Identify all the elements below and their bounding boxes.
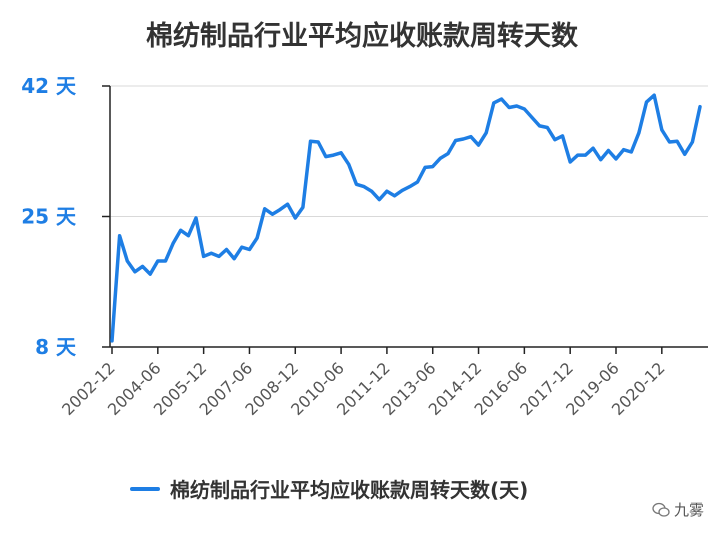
data-point: [194, 216, 198, 220]
data-point: [522, 107, 526, 111]
data-point: [599, 158, 603, 162]
data-point: [652, 93, 656, 97]
data-point: [568, 160, 572, 164]
data-point: [225, 248, 228, 251]
data-point: [660, 128, 664, 132]
data-point: [186, 234, 190, 238]
data-point: [377, 198, 381, 202]
data-point: [118, 234, 122, 238]
data-point: [385, 189, 389, 193]
data-point: [446, 152, 450, 156]
data-point: [339, 151, 343, 155]
data-point: [316, 140, 320, 144]
data-point: [164, 259, 167, 263]
data-point: [324, 155, 328, 159]
data-point: [507, 106, 511, 109]
data-point: [683, 152, 687, 156]
data-point: [270, 212, 274, 216]
data-point: [606, 149, 610, 152]
data-point: [698, 105, 702, 109]
data-point: [400, 188, 404, 192]
data-point: [416, 180, 419, 184]
data-point: [309, 139, 312, 143]
data-point: [515, 104, 519, 108]
data-point: [362, 185, 366, 189]
data-point: [301, 205, 305, 209]
series-line: [110, 93, 702, 343]
legend-swatch: [130, 486, 160, 491]
data-point: [469, 135, 473, 139]
data-point: [179, 228, 183, 232]
data-point: [248, 248, 251, 251]
data-point: [584, 153, 587, 157]
data-point: [454, 139, 458, 142]
data-point: [614, 157, 618, 161]
data-point: [461, 137, 465, 141]
data-point: [125, 259, 129, 263]
data-point: [148, 272, 152, 276]
wechat-icon: [652, 502, 670, 517]
data-point: [209, 251, 213, 255]
data-point: [293, 216, 297, 220]
data-point: [347, 162, 351, 166]
data-point: [484, 131, 488, 135]
data-point: [561, 134, 564, 138]
data-point: [500, 97, 503, 101]
data-point: [354, 182, 358, 186]
data-point: [171, 241, 175, 245]
data-point: [576, 153, 580, 157]
data-point: [637, 131, 641, 135]
data-point: [133, 270, 137, 274]
data-point: [263, 207, 267, 211]
watermark-text: 九雾: [673, 501, 704, 519]
data-point: [408, 185, 412, 189]
data-point: [477, 143, 480, 147]
data-point: [553, 138, 557, 142]
data-point: [156, 259, 160, 263]
data-point: [217, 254, 221, 258]
data-point: [530, 116, 534, 119]
data-point: [438, 156, 442, 160]
data-point: [629, 150, 633, 154]
data-point: [110, 339, 114, 343]
data-point: [675, 139, 679, 143]
data-point: [431, 165, 435, 169]
data-point: [370, 189, 374, 193]
data-point: [492, 101, 496, 105]
data-point: [240, 245, 244, 249]
data-point: [668, 140, 671, 144]
data-point: [286, 202, 290, 206]
data-point: [690, 140, 694, 144]
data-point: [332, 153, 335, 157]
data-point: [393, 194, 396, 198]
data-point: [591, 146, 595, 150]
y-tick-label: 42 天: [21, 74, 77, 98]
legend-label: 棉纺制品行业平均应收账款周转天数(天): [170, 478, 529, 502]
data-point: [538, 124, 542, 128]
y-tick-label: 25 天: [21, 205, 77, 229]
legend: 棉纺制品行业平均应收账款周转天数(天): [130, 474, 528, 503]
data-point: [645, 100, 648, 104]
data-point: [202, 254, 206, 258]
y-tick-label: 8 天: [35, 335, 77, 359]
data-point: [232, 257, 236, 261]
data-point: [278, 208, 282, 212]
data-point: [622, 148, 626, 152]
data-point: [545, 126, 549, 129]
data-point: [141, 264, 144, 268]
data-point: [423, 165, 427, 169]
watermark: 九雾: [652, 499, 704, 520]
chart-title: 棉纺制品行业平均应收账款周转天数: [146, 21, 578, 52]
data-point: [255, 236, 259, 240]
